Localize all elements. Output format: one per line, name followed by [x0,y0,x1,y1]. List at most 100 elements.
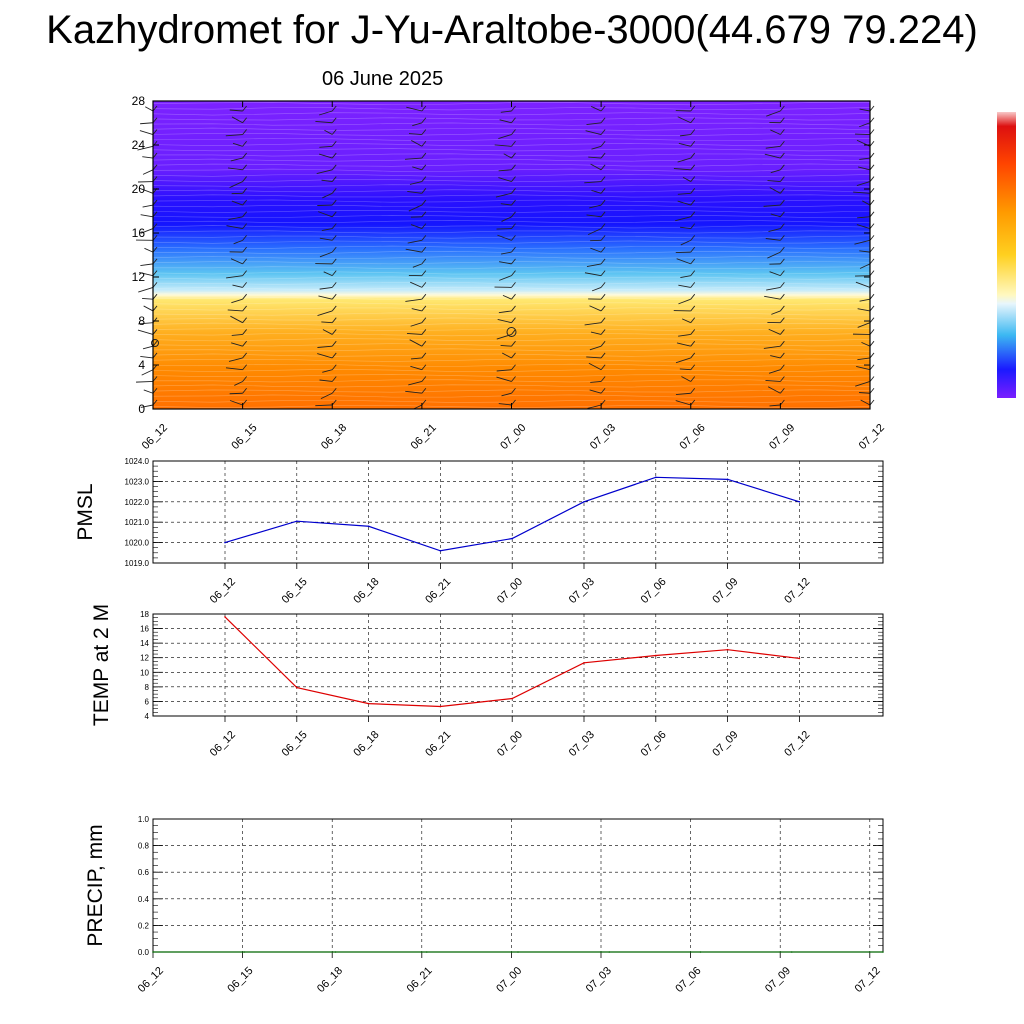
wind-barb [143,305,154,312]
wind-barb-flag [780,223,785,229]
wind-barb-flag [331,117,337,124]
wind-barb-flag [690,340,696,347]
wind-barb-flag [869,317,875,323]
x-tick-label: 06_21 [405,965,435,995]
wind-barb [675,392,691,395]
wind-barb-flag [242,188,247,194]
wind-barb-flag [690,117,696,124]
data-point [152,951,154,953]
contour-line [152,240,871,244]
wind-barb-flag [600,340,606,347]
wind-barb [227,309,243,312]
wind-barb [231,342,243,347]
wind-barb [498,177,512,182]
wind-barb-flag [511,317,516,323]
wind-barb-flag [152,282,158,288]
wind-barb-flag [152,340,158,347]
data-point [726,478,729,481]
wind-barb [136,381,154,383]
wind-barb-flag [331,199,337,206]
data-point [511,537,513,540]
x-tick-label: 07_09 [710,576,740,606]
wind-barb [498,169,512,172]
wind-barb [853,191,871,194]
wind-barb [230,157,243,162]
wind-barb [410,357,422,360]
wind-barb [591,189,602,194]
contour-line [152,214,871,218]
wind-barb [318,153,333,159]
wind-barb [231,333,243,336]
contour-line [152,394,871,398]
y-tick-label: 1023.0 [125,477,150,486]
wind-barb [764,295,781,300]
y-tick-label: 20 [132,182,146,196]
x-tick-label: 06_18 [319,422,349,452]
wind-barb-flag [511,188,516,194]
wind-barb [229,109,243,112]
wind-barb-flag [780,399,785,406]
wind-barb [678,333,691,337]
wind-barb [499,275,512,281]
wind-barb-flag [331,317,337,323]
wind-barb [225,134,243,137]
wind-barb [501,216,512,222]
wind-barb-flag [331,188,337,194]
wind-barb-flag [421,258,427,265]
data-point [655,654,657,657]
wind-barb [675,216,691,222]
y-tick-label: 4 [145,712,150,721]
wind-barb-flag [331,105,337,112]
contour-line [152,163,871,167]
x-tick-label: 06_21 [423,576,453,606]
wind-barb [138,322,154,325]
wind-barb-flag [600,117,606,124]
wind-barb [319,379,333,382]
wind-barb-flag [511,246,516,253]
wind-barb [232,284,243,288]
wind-barb-flag [780,164,785,171]
x-tick-label: 06_18 [351,576,381,606]
wind-barb [142,156,154,159]
wind-barb-flag [242,235,247,241]
wind-barb [410,224,423,230]
wind-barb-flag [152,270,158,276]
x-tick-label: 07_00 [495,576,525,606]
wind-barb-flag [511,376,516,382]
wind-barb-flag [511,305,516,312]
wind-barb [590,331,602,335]
wind-barb-flag [869,223,875,229]
page-title: Kazhydromet for J-Yu-Araltobe-3000(44.67… [46,8,978,52]
wind-barb [770,355,781,359]
wind-barb-flag [242,329,247,335]
wind-barb [678,142,691,147]
wind-barb-flag [421,270,427,276]
wind-barb-flag [421,352,427,359]
calm-wind-marker [506,327,517,337]
contour-line [152,132,871,136]
wind-barb-flag [869,188,875,194]
data-point [798,501,801,503]
wind-barb [411,308,422,312]
wind-barb-flag [152,293,158,300]
wind-barb [502,294,512,300]
wind-barb-flag [690,223,696,229]
wind-barb-flag [421,129,427,135]
wind-barb-flag [152,223,158,229]
wind-barb [679,134,691,137]
y-tick-label: 1019.0 [125,559,150,568]
x-tick-label: 07_03 [567,729,597,759]
data-point [334,951,337,953]
wind-barb [588,362,602,371]
wind-barb-flag [331,376,337,382]
wind-barb-flag [780,176,785,182]
wind-barb-flag [690,352,696,359]
wind-barb [673,168,691,171]
contour-line [152,209,871,213]
wind-barb [412,122,423,127]
wind-barb-flag [869,352,875,359]
wind-barb-flag [690,246,696,253]
wind-barb [408,381,422,386]
wind-barb [765,380,781,382]
wind-barb [763,204,781,207]
